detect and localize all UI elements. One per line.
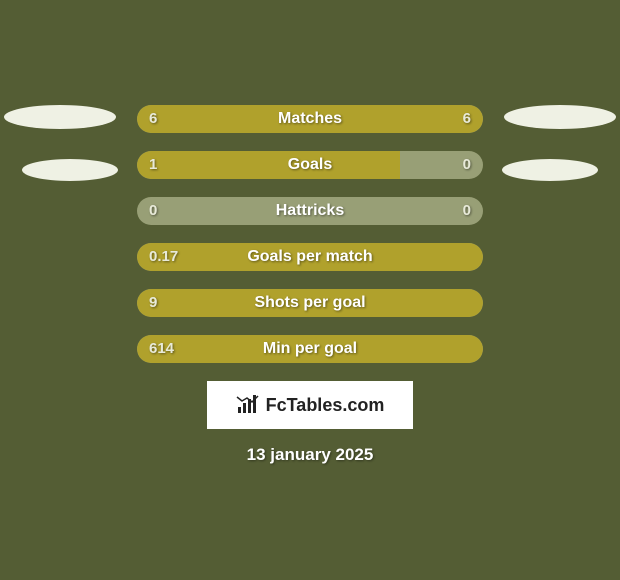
brand-box[interactable]: FcTables.com [207, 381, 413, 429]
avatar-placeholder-left-2 [22, 159, 118, 181]
stat-label: Matches [137, 105, 483, 133]
stat-row: 66Matches [137, 105, 483, 133]
date-label: 13 january 2025 [0, 445, 620, 465]
stat-label: Goals per match [137, 243, 483, 271]
stat-row: 00Hattricks [137, 197, 483, 225]
brand-text: FcTables.com [266, 395, 385, 416]
content-area: 66Matches 10Goals 00Hattricks 0.17Goals per… [0, 105, 620, 465]
avatar-placeholder-right-2 [502, 159, 598, 181]
stat-label: Goals [137, 151, 483, 179]
bar-chart-icon [236, 395, 260, 415]
stat-label: Shots per goal [137, 289, 483, 317]
stats-container: 66Matches 10Goals 00Hattricks 0.17Goals per… [137, 105, 483, 363]
avatar-placeholder-left-1 [4, 105, 116, 129]
stat-label: Hattricks [137, 197, 483, 225]
stat-row: 10Goals [137, 151, 483, 179]
avatar-placeholder-right-1 [504, 105, 616, 129]
stat-row: 614Min per goal [137, 335, 483, 363]
stat-row: 0.17Goals per match [137, 243, 483, 271]
stat-label: Min per goal [137, 335, 483, 363]
stat-row: 9Shots per goal [137, 289, 483, 317]
